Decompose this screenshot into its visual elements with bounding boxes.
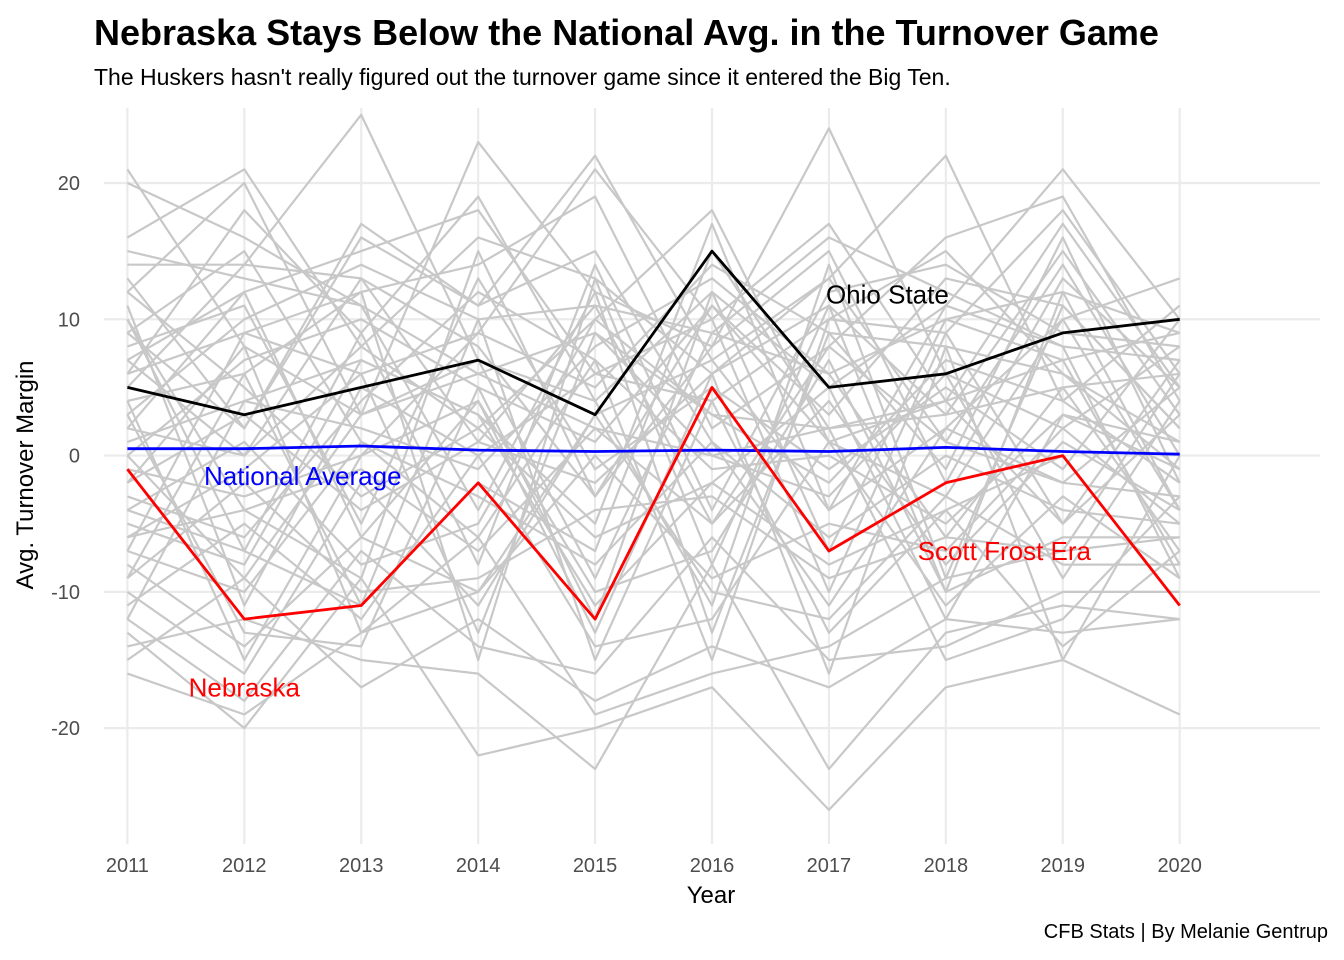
team-line <box>127 563 1180 771</box>
team-line <box>126 577 1181 811</box>
national-average-line <box>127 444 1180 456</box>
x-tick-label: 2019 <box>1041 855 1086 877</box>
team-line <box>126 331 1181 634</box>
y-tick-label: 0 <box>69 446 80 468</box>
scott-frost-era-label: Scott Frost Era <box>918 536 1092 566</box>
team-line <box>126 359 1180 621</box>
chart-subtitle: The Huskers hasn't really figured out th… <box>94 64 951 90</box>
nebraska-label: Nebraska <box>189 672 301 702</box>
team-line <box>127 536 1180 716</box>
x-tick-label: 2015 <box>573 855 618 877</box>
x-tick-label: 2017 <box>807 855 852 877</box>
y-tick-label: -20 <box>51 718 80 740</box>
y-tick-label: 20 <box>58 173 80 195</box>
x-axis-ticks: 2011 2012 2013 2014 2015 2016 2017 2018 2019 2020 <box>106 855 1202 877</box>
team-line <box>126 182 1180 430</box>
team-line <box>126 277 1181 662</box>
chart-title: Nebraska Stays Below the National Avg. i… <box>94 12 1159 53</box>
background-team-lines <box>126 113 1181 811</box>
team-line <box>127 263 1181 498</box>
team-line <box>127 222 1180 566</box>
x-axis-title: Year <box>687 882 736 909</box>
team-line <box>126 168 1181 498</box>
x-tick-label: 2018 <box>924 855 969 877</box>
team-line <box>126 236 1181 607</box>
team-line <box>126 577 1180 702</box>
team-line <box>126 250 1181 662</box>
y-tick-label: -10 <box>51 582 80 604</box>
x-tick-label: 2013 <box>339 855 384 877</box>
x-tick-label: 2020 <box>1157 855 1202 877</box>
y-axis-ticks: -20 -10 0 10 20 <box>51 173 80 740</box>
team-line <box>127 318 1181 662</box>
x-tick-label: 2012 <box>222 855 267 877</box>
nebraska-line <box>126 386 1181 621</box>
team-line <box>126 440 1181 648</box>
y-tick-label: 10 <box>58 309 80 331</box>
team-line <box>126 154 1181 430</box>
chart-caption: CFB Stats | By Melanie Gentrup <box>1043 921 1328 943</box>
x-tick-label: 2016 <box>690 855 735 877</box>
highlight-series <box>126 249 1181 621</box>
team-line <box>126 290 1181 593</box>
x-tick-label: 2011 <box>106 855 149 877</box>
team-line <box>126 250 1181 580</box>
team-line <box>126 331 1181 580</box>
y-axis-title: Avg. Turnover Margin <box>12 361 39 590</box>
ohio-state-line <box>127 249 1180 417</box>
x-tick-label: 2014 <box>456 855 501 877</box>
ohio-state-label: Ohio State <box>826 280 949 310</box>
annotations: Ohio State National Average Scott Frost Er… <box>189 280 1092 703</box>
national-average-label: National Average <box>204 461 402 491</box>
